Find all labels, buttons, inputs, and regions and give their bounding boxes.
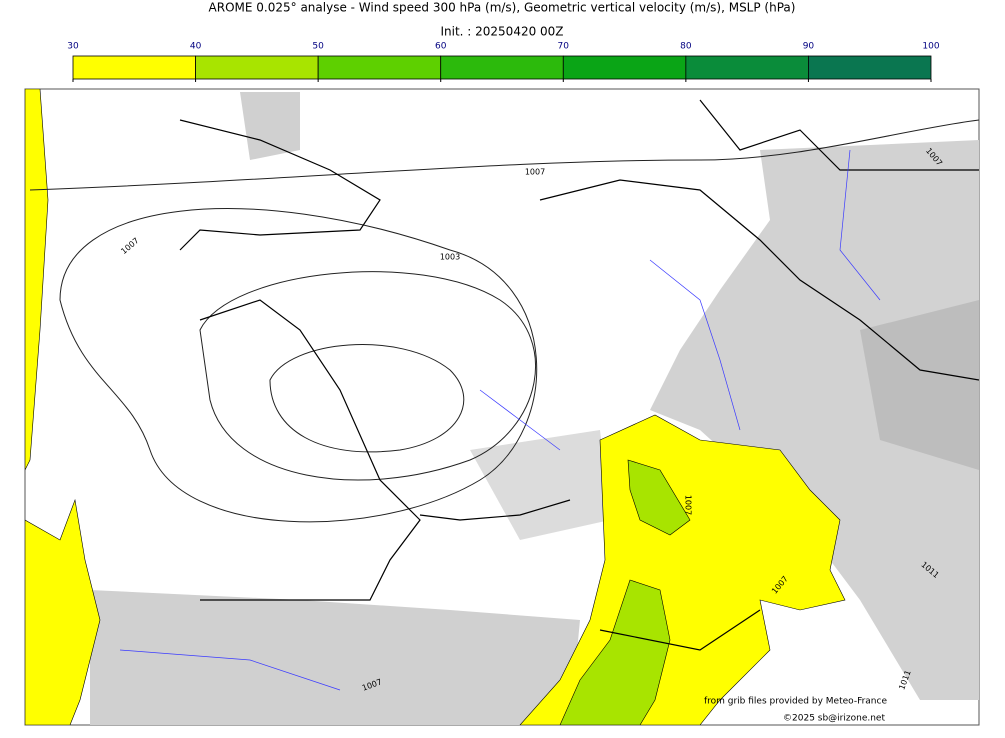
coastline — [179, 99, 979, 651]
subtitle: Init. : 20250420 00Z — [440, 25, 563, 39]
isobar — [269, 344, 465, 453]
isobar — [199, 271, 536, 481]
colorbar-segment — [317, 55, 442, 80]
colorbar-tick-label: 50 — [312, 42, 324, 52]
river — [119, 149, 881, 691]
shading — [650, 140, 979, 700]
isobar — [29, 119, 979, 191]
colorbar-segment — [562, 55, 687, 80]
title: AROME 0.025° analyse - Wind speed 300 hP… — [209, 1, 796, 15]
colorbar-tick-label: 40 — [190, 42, 202, 52]
colorbar-tick-label: 70 — [558, 42, 570, 52]
credit: ©2025 sb@irizone.net — [783, 714, 885, 724]
colorbar-segment — [685, 55, 809, 80]
jet-area — [559, 579, 671, 725]
colorbar-segment — [195, 55, 319, 80]
jet-area — [519, 414, 846, 725]
jet-area — [627, 459, 691, 536]
colorbar-tick-label: 30 — [67, 42, 79, 52]
jet-area — [25, 89, 49, 471]
isobar-label: 1007 — [525, 168, 545, 177]
colorbar-segment — [440, 55, 564, 80]
colorbar-tick-label: 80 — [680, 42, 692, 52]
shading — [90, 590, 580, 725]
isobar-label: 1003 — [440, 253, 460, 262]
shading — [240, 92, 300, 160]
shading — [470, 430, 610, 540]
credit: from grib files provided by Meteo-France — [704, 697, 887, 707]
map-layers — [25, 89, 979, 725]
jet-area — [25, 498, 101, 725]
isobar — [59, 208, 538, 523]
colorbar: 30 40 50 60 70 80 90 100 — [67, 42, 940, 82]
colorbar-segment — [72, 55, 196, 80]
colorbar-segment — [808, 55, 932, 80]
colorbar-tick-label: 90 — [803, 42, 815, 52]
shading — [860, 300, 979, 470]
colorbar-tick-label: 100 — [922, 42, 939, 52]
isobar-label: 1007 — [684, 495, 693, 515]
colorbar-tick-label: 60 — [435, 42, 447, 52]
